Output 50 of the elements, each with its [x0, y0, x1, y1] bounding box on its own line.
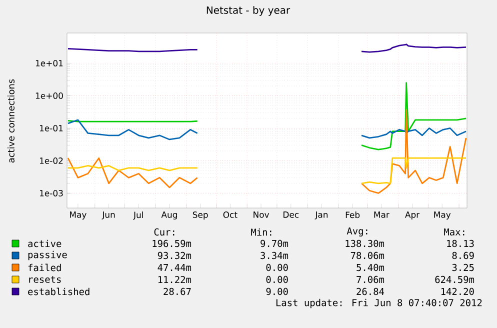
text: 3.25 — [452, 264, 474, 272]
text: 138.30m — [346, 240, 384, 248]
x-tick-label: May — [70, 212, 86, 220]
text: Avg: — [346, 228, 368, 236]
legend-label: resets — [29, 276, 61, 283]
x-tick-label: Mar — [374, 212, 390, 218]
y-tick-label: 1e+00 — [36, 92, 63, 99]
text: Min: — [251, 228, 272, 236]
y-tick-label: 1e-03 — [40, 190, 63, 196]
legend-label: active — [28, 240, 62, 248]
text: 0.00 — [266, 264, 288, 272]
text: 142.20 — [441, 288, 474, 296]
text: 18.13 — [447, 240, 474, 248]
text: 11.22m — [158, 276, 192, 284]
x-tick-label: Sep — [192, 212, 208, 220]
text: 78.06m — [350, 252, 384, 260]
x-tick-label: May — [434, 212, 451, 220]
x-tick-label: Jun — [102, 212, 115, 220]
text: 9.00 — [266, 288, 288, 296]
y-tick-label: 1e+01 — [36, 60, 63, 66]
legend-label: passive — [28, 250, 67, 260]
x-tick-label: Apr — [405, 212, 420, 220]
x-tick-label: Aug — [161, 212, 177, 220]
x-tick-label: Jan — [314, 212, 328, 220]
y-tick-label: 1e-02 — [40, 157, 63, 164]
x-tick-label: Dec — [284, 212, 299, 218]
text: Last update: Fri Jun 8 07:40:07 2012 — [276, 298, 482, 308]
x-tick-label: Oct — [223, 212, 238, 218]
legend-label: established — [28, 288, 90, 296]
y-axis-title: active connections — [8, 79, 14, 163]
text: 196.59m — [152, 240, 192, 248]
text: Max: — [444, 228, 464, 236]
y-tick-label: 1e-01 — [40, 124, 63, 132]
text: 28.67 — [164, 288, 191, 296]
text: 0.00 — [266, 276, 288, 284]
text: 3.34m — [260, 252, 288, 260]
text: 47.44m — [158, 264, 192, 271]
x-tick-label: Nov — [254, 212, 270, 218]
text: 624.59m — [435, 276, 474, 284]
text: 26.84 — [356, 288, 384, 296]
chart-title: Netstat - by year — [206, 6, 290, 16]
x-tick-label: Jul — [133, 212, 143, 220]
text: 7.06m — [356, 276, 384, 284]
legend-label: failed — [28, 264, 61, 272]
text: 9.70m — [260, 240, 288, 248]
text: Cur: — [154, 228, 174, 236]
text: 5.40m — [356, 264, 384, 272]
text: 8.69 — [452, 252, 474, 260]
text: 93.32m — [158, 252, 192, 260]
x-tick-label: Feb — [346, 212, 360, 218]
